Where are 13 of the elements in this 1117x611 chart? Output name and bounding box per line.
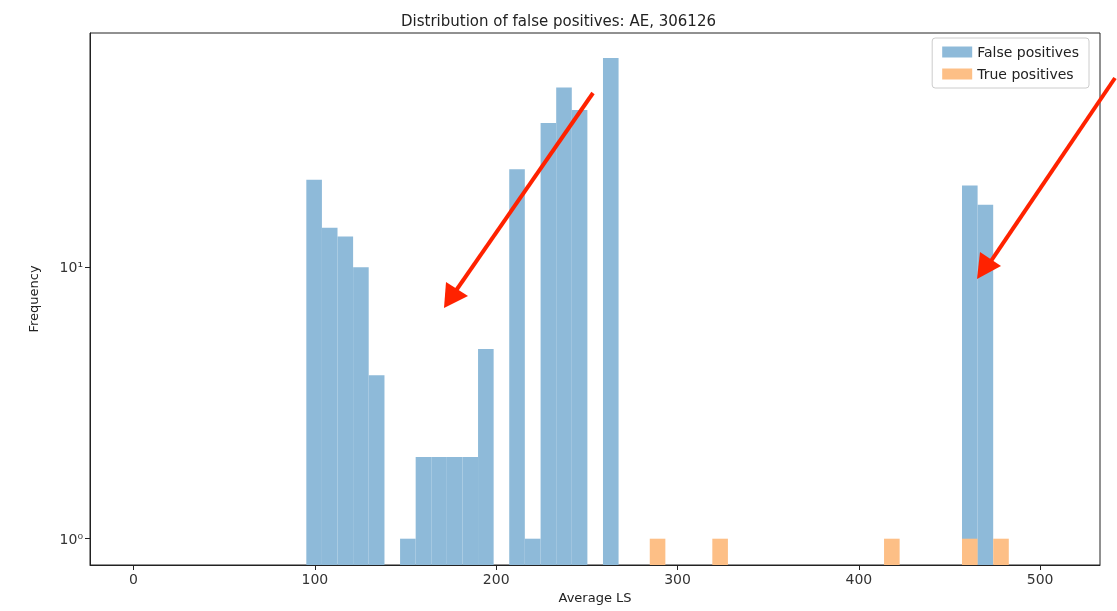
- x-tick-label: 300: [664, 571, 691, 587]
- x-tick-label: 500: [1026, 571, 1054, 587]
- legend-label: True positives: [976, 66, 1074, 82]
- x-tick-label: 400: [845, 571, 873, 587]
- x-axis-title: Average LS: [558, 590, 632, 605]
- y-tick-label: 10¹: [59, 259, 83, 276]
- legend-label: False positives: [977, 44, 1080, 60]
- y-tick-label: 10⁰: [59, 530, 84, 547]
- y-axis-title: Frequency: [26, 265, 41, 333]
- chart-title: Distribution of false positives: AE, 306126: [401, 11, 716, 30]
- x-tick-label: 100: [301, 571, 329, 587]
- x-tick-label: 200: [482, 571, 510, 587]
- x-tick-label: 0: [129, 571, 138, 587]
